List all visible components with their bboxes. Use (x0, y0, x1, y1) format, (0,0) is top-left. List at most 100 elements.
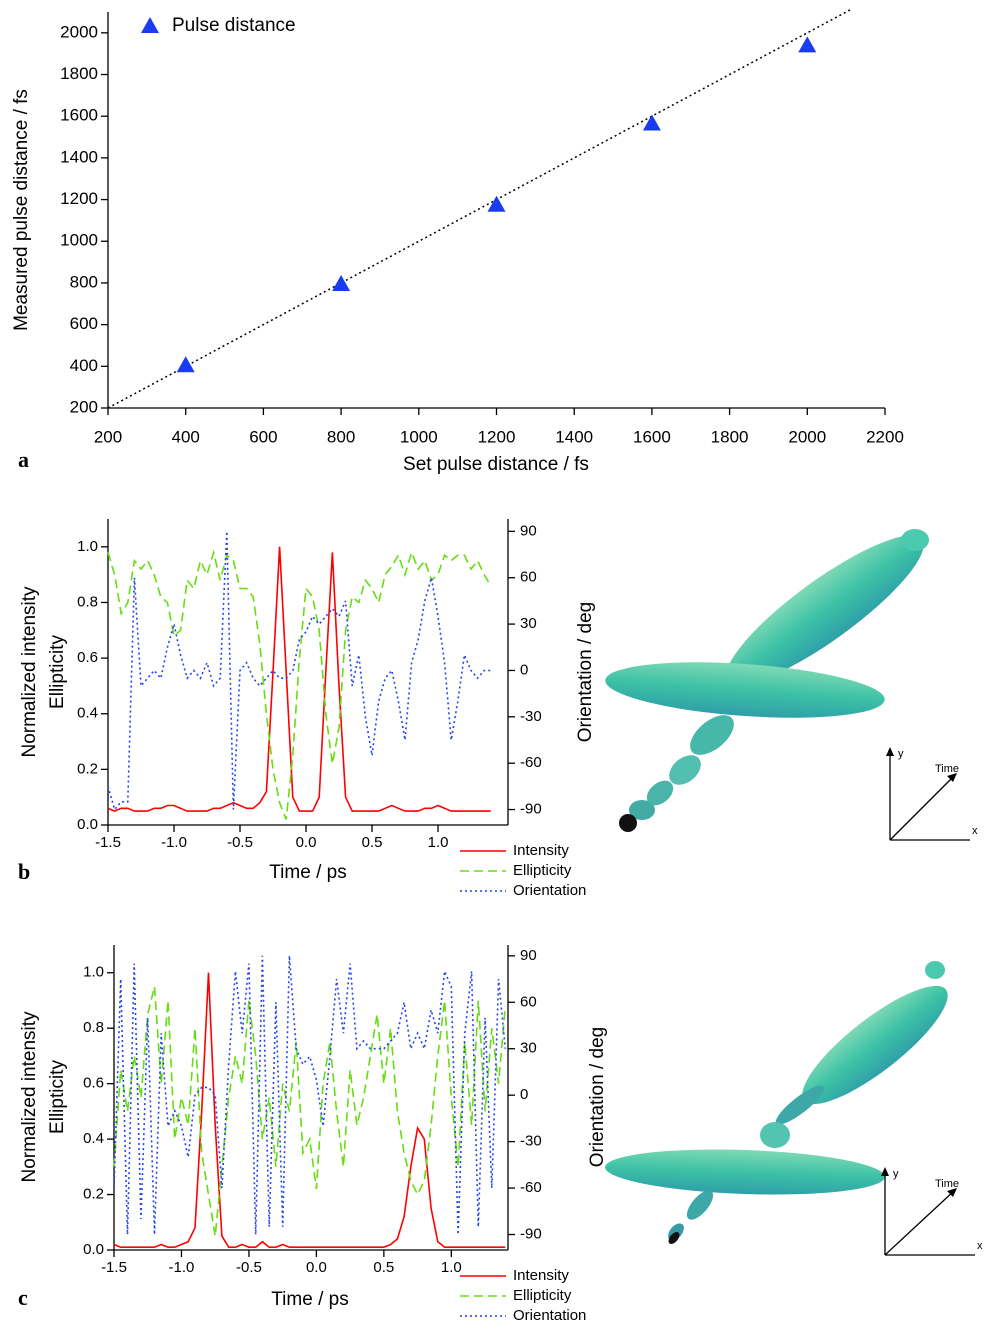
legend-marker (141, 17, 159, 33)
data-point (487, 195, 506, 212)
series-line (113, 986, 507, 1237)
x-tick-label: 800 (327, 427, 355, 446)
y-axis-label: Measured pulse distance / fs (11, 89, 32, 331)
y2-tick-label: 0 (520, 1086, 528, 1103)
legend-label: Intensity (513, 1267, 569, 1284)
y2-tick-label: -30 (520, 708, 542, 725)
y-axis-label: Normalized intensity (19, 1011, 40, 1183)
series-line (107, 549, 492, 820)
legend-label: Orientation (513, 882, 586, 899)
x-tick-label: -0.5 (227, 834, 253, 851)
x-tick-label: 0.0 (296, 834, 317, 851)
y-tick-label: 0.6 (83, 1075, 104, 1092)
y-tick-label: 1000 (60, 231, 98, 250)
inset-x-label: x (972, 825, 978, 837)
y-tick-label: 0.4 (83, 1130, 104, 1147)
legend-label: Intensity (513, 842, 569, 859)
inset-y-label: y (893, 1168, 899, 1180)
inset-arrow (947, 1188, 957, 1197)
x-tick-label: -1.0 (161, 834, 187, 851)
x-tick-label: 0.5 (373, 1259, 394, 1276)
y-tick-label: 1800 (60, 64, 98, 83)
x-tick-label: 2000 (788, 427, 826, 446)
x-tick-label: -1.5 (101, 1259, 127, 1276)
x-tick-label: 1400 (555, 427, 593, 446)
y2-tick-label: 90 (520, 947, 537, 964)
y-tick-label: 2000 (60, 22, 98, 41)
inset-time-label: Time (935, 763, 959, 775)
x-tick-label: 600 (249, 427, 277, 446)
inset-time-axis (884, 1189, 956, 1256)
y2-tick-label: -60 (520, 1179, 542, 1196)
x-tick-label: 0.0 (306, 1259, 327, 1276)
x-axis-label: Time / ps (269, 862, 346, 883)
y-tick-label: 0.0 (77, 816, 98, 833)
data-point (332, 274, 351, 291)
x-axis-label: Time / ps (271, 1289, 348, 1310)
y-tick-label: 1200 (60, 189, 98, 208)
y-tick-label: 1.0 (77, 538, 98, 555)
y-tick-label: 0.0 (83, 1241, 104, 1258)
y2-tick-label: 60 (520, 993, 537, 1010)
inset-arrow (881, 1167, 889, 1176)
data-point (642, 114, 661, 131)
y2-axis-label: Orientation / deg (587, 1027, 608, 1167)
legend-label: Pulse distance (172, 15, 296, 36)
data-point (176, 356, 195, 373)
y2-tick-label: -60 (520, 754, 542, 771)
y-tick-label: 800 (70, 272, 98, 291)
series-line (113, 972, 506, 1248)
inset-y-label: y (898, 748, 904, 760)
y-tick-label: 1400 (60, 147, 98, 166)
y-tick-label: 0.4 (77, 705, 98, 722)
series-line (107, 546, 491, 812)
x-tick-label: 1200 (478, 427, 516, 446)
y2-tick-label: -90 (520, 801, 542, 818)
legend-label: Ellipticity (513, 1287, 572, 1304)
pulse-render-b (605, 529, 929, 832)
y2-tick-label: 0 (520, 661, 528, 678)
y2-tick-label: 60 (520, 569, 537, 586)
y-tick-label: 0.2 (77, 760, 98, 777)
inset-time-axis (889, 774, 956, 841)
y2-axis-label: Orientation / deg (575, 602, 596, 742)
y2-tick-label: -90 (520, 1225, 542, 1242)
y-tick-label: 1600 (60, 106, 98, 125)
y-axis-label: Normalized intensity (19, 586, 40, 758)
x-tick-label: -1.5 (95, 834, 121, 851)
y2-tick-label: 30 (520, 615, 537, 632)
y-tick-label: 0.6 (77, 649, 98, 666)
series-line (107, 531, 491, 812)
y-tick-label: 600 (70, 314, 98, 333)
y2-tick-label: 30 (520, 1040, 537, 1057)
panel-label: b (18, 859, 30, 884)
legend-label: Orientation (513, 1307, 586, 1324)
x-tick-label: 1.0 (428, 834, 449, 851)
x-tick-label: -1.0 (169, 1259, 195, 1276)
reference-line (107, 9, 851, 409)
legend-label: Ellipticity (513, 862, 572, 879)
x-tick-label: 400 (172, 427, 200, 446)
y2-tick-label: -30 (520, 1133, 542, 1150)
y-axis-label: Ellipticity (47, 635, 68, 709)
x-tick-label: -0.5 (236, 1259, 262, 1276)
y-tick-label: 0.8 (77, 593, 98, 610)
inset-arrow (886, 747, 894, 756)
x-tick-label: 1800 (711, 427, 749, 446)
inset-arrow (947, 773, 957, 782)
y-tick-label: 0.2 (83, 1186, 104, 1203)
y-tick-label: 400 (70, 356, 98, 375)
x-tick-label: 200 (94, 427, 122, 446)
inset-x-label: x (977, 1240, 983, 1252)
panel-label: a (18, 447, 29, 472)
panel-label: c (18, 1285, 28, 1310)
series-line (113, 955, 507, 1235)
x-tick-label: 0.5 (362, 834, 383, 851)
x-tick-label: 1000 (400, 427, 438, 446)
pulse-render-c (605, 961, 948, 1244)
x-tick-label: 2200 (866, 427, 904, 446)
y-tick-label: 200 (70, 397, 98, 416)
y-tick-label: 1.0 (83, 964, 104, 981)
